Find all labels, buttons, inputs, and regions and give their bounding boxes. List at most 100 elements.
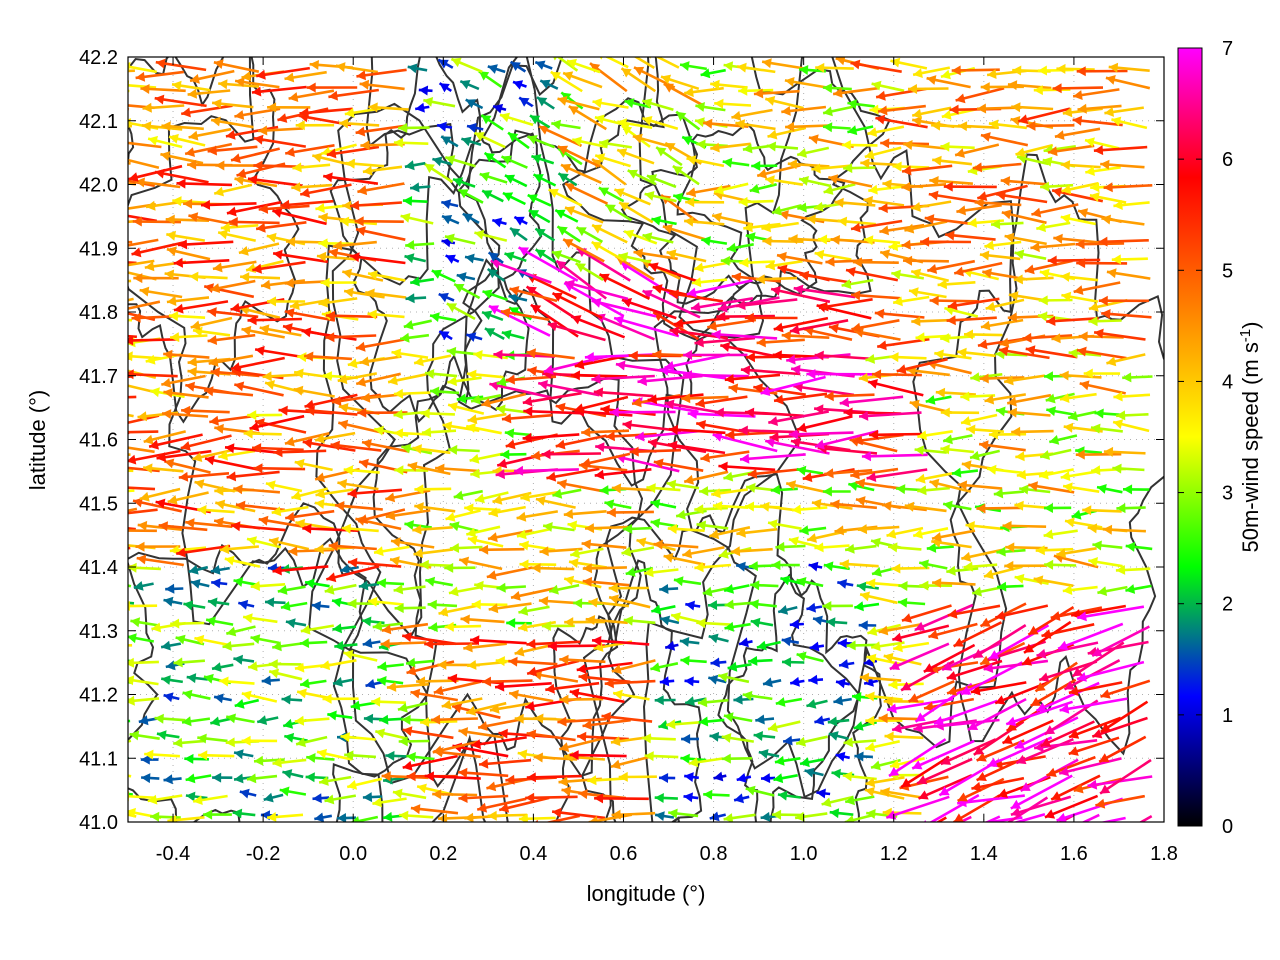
wind-arrow — [501, 413, 553, 424]
wind-arrow — [480, 392, 527, 408]
wind-arrow — [823, 561, 850, 572]
wind-arrow — [857, 524, 900, 535]
wind-arrow — [610, 754, 655, 770]
wind-arrow — [184, 753, 209, 764]
wind-arrow — [160, 640, 182, 651]
wind-arrow — [128, 144, 129, 146]
wind-arrow — [340, 732, 376, 743]
wind-arrow — [710, 657, 727, 668]
wind-arrow — [865, 691, 903, 702]
wind-arrow — [623, 523, 653, 534]
wind-arrow — [318, 238, 354, 249]
wind-arrow — [128, 179, 156, 188]
wind-arrow — [1058, 757, 1122, 777]
wind-arrow — [953, 621, 1003, 648]
wind-arrow — [421, 427, 457, 438]
wind-arrow — [189, 271, 228, 282]
wind-arrow — [904, 501, 947, 513]
wind-arrow — [736, 298, 798, 311]
wind-arrow — [154, 94, 207, 108]
wind-arrow — [694, 336, 756, 348]
wind-arrow — [923, 643, 976, 673]
wind-arrow — [947, 297, 1000, 311]
wind-arrow — [230, 356, 285, 372]
wind-arrow — [251, 443, 304, 454]
wind-arrow — [912, 66, 951, 78]
wind-arrow — [1100, 679, 1151, 699]
wind-arrow — [513, 465, 579, 476]
wind-arrow — [168, 133, 206, 147]
wind-arrow — [940, 738, 997, 766]
wind-arrow — [432, 156, 453, 167]
wind-arrow — [788, 429, 854, 440]
wind-arrow — [738, 196, 774, 207]
wind-arrow — [381, 622, 429, 635]
wind-arrow — [1125, 584, 1152, 594]
wind-arrow — [500, 155, 528, 169]
wind-arrow — [1061, 291, 1099, 303]
wind-arrow — [266, 812, 304, 822]
wind-arrow — [585, 615, 628, 625]
wind-arrow — [548, 583, 580, 595]
wind-arrow — [1103, 182, 1153, 193]
wind-arrow — [295, 120, 335, 131]
wind-arrow — [828, 731, 850, 741]
wind-arrow — [219, 544, 260, 555]
wind-arrow — [527, 135, 556, 149]
wind-arrow — [714, 98, 752, 109]
wind-arrow — [698, 716, 725, 727]
wind-arrow — [830, 499, 878, 510]
wind-arrow — [684, 696, 707, 706]
wind-arrow — [651, 215, 677, 226]
wind-arrow — [580, 452, 631, 468]
wind-arrow — [1033, 575, 1074, 588]
wind-arrow — [646, 174, 677, 189]
wind-arrow — [816, 788, 831, 799]
wind-arrow — [793, 284, 856, 299]
x-axis-label: longitude (°) — [587, 881, 706, 906]
wind-arrow — [553, 57, 579, 72]
wind-arrow — [217, 229, 256, 242]
wind-arrow — [957, 480, 1003, 491]
wind-arrow — [1100, 700, 1149, 733]
wind-arrow — [555, 434, 607, 450]
wind-arrow — [910, 200, 952, 212]
wind-arrow — [877, 337, 930, 351]
wind-arrow — [795, 735, 828, 747]
wind-arrow — [604, 499, 632, 510]
wind-arrow — [796, 465, 824, 476]
wind-arrow — [246, 773, 278, 784]
wind-arrow — [897, 597, 926, 608]
wind-arrow — [385, 489, 431, 503]
wind-arrow — [1043, 503, 1072, 513]
wind-arrow — [650, 518, 679, 529]
wind-arrow — [730, 546, 773, 557]
wind-arrow — [951, 467, 979, 478]
wind-arrow — [291, 182, 333, 193]
wind-arrow — [886, 697, 954, 714]
wind-arrow — [359, 355, 402, 367]
wind-arrow — [711, 212, 754, 226]
wind-arrow — [1088, 316, 1122, 327]
wind-arrow — [967, 697, 1027, 731]
wind-vectors — [128, 57, 1153, 822]
wind-arrow — [946, 315, 997, 326]
wind-arrow — [811, 498, 853, 510]
colorbar-tick-label: 7 — [1222, 38, 1233, 60]
wind-arrow — [215, 160, 261, 171]
wind-arrow — [569, 750, 627, 761]
wind-arrow — [1095, 794, 1146, 809]
wind-arrow — [392, 788, 427, 800]
wind-arrow — [990, 219, 1024, 230]
wind-arrow — [379, 714, 404, 725]
wind-arrow — [963, 561, 998, 572]
wind-arrow — [247, 315, 302, 326]
wind-arrow — [723, 712, 753, 723]
wind-arrow — [591, 223, 628, 244]
wind-arrow — [747, 468, 799, 479]
wind-arrow — [835, 678, 850, 689]
wind-arrow — [213, 59, 260, 73]
wind-arrow — [338, 419, 385, 435]
wind-arrow — [445, 254, 460, 264]
wind-arrow — [1040, 720, 1095, 748]
